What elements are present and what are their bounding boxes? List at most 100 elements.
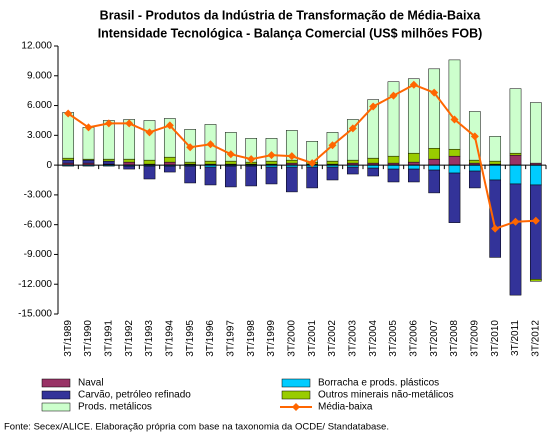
legend-label: Média-baixa [318,402,373,413]
bar [306,166,319,189]
bar [367,157,380,164]
y-tick-label: -3.000 [24,190,53,201]
x-tick-label: 3T/2006 [408,320,419,357]
x-tick-label: 3T/1993 [144,320,155,357]
bar [326,160,339,165]
x-tick-label: 3T/2004 [368,320,379,357]
bar [428,158,441,166]
bar [123,165,136,170]
bar [529,164,542,186]
bar [346,166,359,175]
bar [204,166,217,186]
line-point [125,119,134,128]
x-tick-label: 3T/2000 [286,320,297,357]
line-point [369,102,378,111]
bar [143,120,156,161]
bar [387,164,400,170]
x-tick-label: 3T/1995 [185,320,196,357]
bar [468,170,481,189]
line-point [84,123,93,132]
bar [387,155,400,164]
bar [448,155,461,166]
bar [468,164,481,172]
legend-swatch [281,390,311,400]
chart-title: Brasil - Produtos da Indústria de Transf… [100,8,482,22]
line-point [186,143,195,152]
y-tick-label: 12.000 [21,41,52,52]
bar [163,165,176,173]
bar [285,159,298,164]
line-point [450,115,459,124]
line-point [511,217,520,226]
line-point [470,132,479,141]
x-tick-label: 3T/1990 [83,320,94,357]
y-tick-label: 0 [46,160,52,171]
x-tick-label: 3T/2008 [449,320,460,357]
bar [428,169,441,194]
bar [489,164,502,181]
x-tick-label: 3T/1992 [124,320,135,357]
legend-swatch [41,402,71,412]
x-tick-label: 3T/1991 [103,320,114,357]
line-point [64,109,73,118]
x-tick-label: 3T/2012 [530,320,541,357]
legend-label: Prods. metálicos [78,402,152,413]
bar [448,148,461,157]
x-tick-label: 3T/2007 [429,320,440,357]
x-tick-label: 3T/1994 [164,320,175,357]
line-point [206,140,215,149]
x-tick-label: 3T/2011 [510,320,521,356]
bar [448,164,461,174]
legend-swatch [281,378,311,388]
legend-label: Borracha e prods. plásticos [318,378,439,389]
bar [407,78,420,154]
y-tick-label: 6.000 [27,100,52,111]
line-point [348,124,357,133]
bar [62,157,75,161]
line-point [308,159,317,168]
bar [387,81,400,157]
bar [509,154,522,166]
bar [224,132,237,162]
source-note: Fonte: Secex/ALICE. Elaboração própria c… [4,422,389,433]
bar [468,159,481,164]
x-tick-label: 3T/1998 [246,320,257,357]
line-point [247,155,256,164]
bar [265,160,278,165]
bar [265,166,278,185]
line-point [409,80,418,89]
y-tick-label: -12.000 [18,279,52,290]
bar [529,102,542,164]
bar [529,184,542,280]
legend-label: Outros minerais não-metálicos [318,390,454,401]
bar [509,183,522,296]
bar [245,165,258,187]
x-tick-label: 3T/2010 [490,320,501,357]
y-tick-label: -9.000 [24,249,53,260]
legend-label: Carvão, petróleo refinado [78,390,191,401]
x-tick-label: 3T/1996 [205,320,216,357]
bar [62,112,75,159]
x-tick-label: 3T/2001 [307,320,318,357]
bar [326,166,339,181]
bar [509,152,522,156]
line-point [145,128,154,137]
chart-subtitle: Intensidade Tecnológica - Balança Comerc… [98,26,483,40]
legend-label: Naval [78,378,104,389]
legend-swatch [41,390,71,400]
bar [529,279,542,282]
legend-swatch [292,403,300,411]
bar [82,127,95,160]
bar [82,159,95,164]
bar [448,59,461,150]
bar [448,172,461,223]
bar [184,161,197,165]
bar [489,136,502,162]
x-tick-label: 3T/1989 [63,320,74,357]
bar [489,179,502,258]
bar [367,99,380,159]
bar [265,138,278,162]
bar [163,156,176,163]
bar [224,160,237,165]
